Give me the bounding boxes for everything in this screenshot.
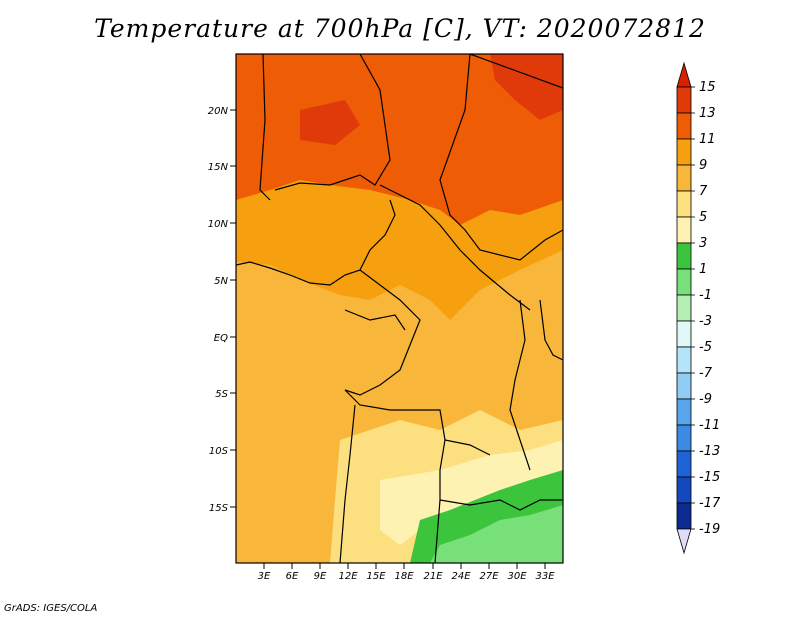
lon-label: 21E: [423, 571, 443, 582]
colorbar-swatch: [676, 450, 692, 478]
lon-ticks: [263, 563, 546, 569]
colorbar-label: 13: [699, 106, 716, 121]
colorbar-label: 9: [699, 158, 707, 173]
colorbar-swatch: [676, 216, 692, 244]
colorbar-label: -13: [699, 444, 720, 459]
lat-label: 15S: [209, 503, 229, 514]
lat-label: 10N: [208, 219, 229, 230]
country-borders: [236, 54, 563, 563]
lat-label: EQ: [214, 333, 228, 344]
colorbar-label: 7: [699, 184, 708, 199]
lon-label: 6E: [286, 571, 299, 582]
lat-label: 5N: [214, 276, 228, 287]
colorbar-swatch: [676, 268, 692, 296]
colorbar-swatch: [676, 138, 692, 166]
colorbar-label: -15: [699, 470, 720, 485]
colorbar-label: 3: [699, 236, 707, 251]
colorbar-label: -11: [699, 418, 720, 433]
cool-band-9: [236, 262, 340, 380]
colorbar-bottom-arrow: [676, 528, 692, 555]
colorbar-label: 1: [699, 262, 707, 277]
colorbar-label: -5: [699, 340, 712, 355]
colorbar-swatch: [676, 190, 692, 218]
colorbar-label: 5: [699, 210, 707, 225]
colorbar-swatch: [676, 320, 692, 348]
lon-label: 30E: [507, 571, 527, 582]
colorbar-label: -3: [699, 314, 712, 329]
colorbar-swatch: [676, 398, 692, 426]
lat-label: 15N: [208, 162, 229, 173]
lat-label: 5S: [215, 389, 228, 400]
lon-label: 33E: [535, 571, 555, 582]
colorbar-label: -19: [699, 522, 720, 537]
colorbar-label: -7: [699, 366, 713, 381]
lat-labels: 20N 15N 10N 5N EQ 5S 10S 15S: [208, 106, 229, 514]
colorbar-swatch: [676, 476, 692, 504]
lon-label: 18E: [394, 571, 414, 582]
lon-label: 9E: [314, 571, 327, 582]
lon-label: 15E: [366, 571, 386, 582]
lat-ticks: [230, 109, 236, 508]
map-title: Temperature at 700hPa [C], VT: 202007281…: [94, 14, 706, 43]
cool-band-1: [430, 505, 563, 563]
colorbar-swatch: [676, 86, 692, 114]
lon-label: 3E: [258, 571, 271, 582]
temperature-field: [236, 54, 563, 563]
lat-label: 10S: [209, 446, 229, 457]
colorbar-swatch: [676, 294, 692, 322]
colorbar-label: -1: [699, 288, 712, 303]
map-frame: [235, 53, 564, 564]
warm-band-15: [490, 54, 563, 120]
lon-labels: 3E 6E 9E 12E 15E 18E 21E 24E 27E 30E 33E: [258, 571, 556, 582]
lon-label: 24E: [451, 571, 471, 582]
colorbar-label: -9: [699, 392, 712, 407]
lat-label: 20N: [208, 106, 229, 117]
colorbar-swatch: [676, 346, 692, 374]
hot-patch: [300, 100, 360, 145]
colorbar-swatch: [676, 502, 692, 530]
colorbar: 15 13 11 9 7 5 3 1 -1 -3 -5 -7 -9 -11 -13 -15 -17 -19: [676, 61, 721, 555]
colorbar-swatch: [676, 424, 692, 452]
grads-credit: GrADS: IGES/COLA: [4, 603, 98, 614]
colorbar-top-arrow: [676, 61, 692, 88]
warm-band-13: [236, 54, 563, 225]
colorbar-label: 15: [699, 80, 716, 95]
colorbar-swatch: [676, 164, 692, 192]
colorbar-swatch: [676, 242, 692, 270]
lon-label: 12E: [338, 571, 358, 582]
colorbar-label: 11: [699, 132, 716, 147]
lon-label: 27E: [479, 571, 499, 582]
colorbar-swatch: [676, 112, 692, 140]
colorbar-label: -17: [699, 496, 721, 511]
colorbar-swatch: [676, 372, 692, 400]
